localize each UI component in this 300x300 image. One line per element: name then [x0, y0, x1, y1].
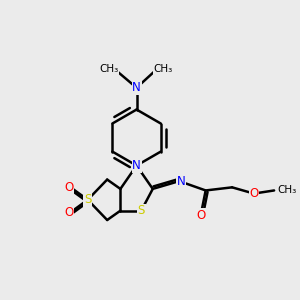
- Text: O: O: [249, 187, 259, 200]
- Text: O: O: [64, 181, 74, 194]
- Text: N: N: [132, 159, 141, 172]
- Text: N: N: [132, 81, 141, 94]
- Text: CH₃: CH₃: [99, 64, 118, 74]
- Text: O: O: [196, 209, 206, 222]
- Text: O: O: [64, 206, 74, 219]
- Text: CH₃: CH₃: [153, 64, 173, 74]
- Text: S: S: [138, 204, 145, 217]
- Text: S: S: [84, 193, 92, 206]
- Text: CH₃: CH₃: [278, 185, 297, 196]
- Text: N: N: [176, 175, 185, 188]
